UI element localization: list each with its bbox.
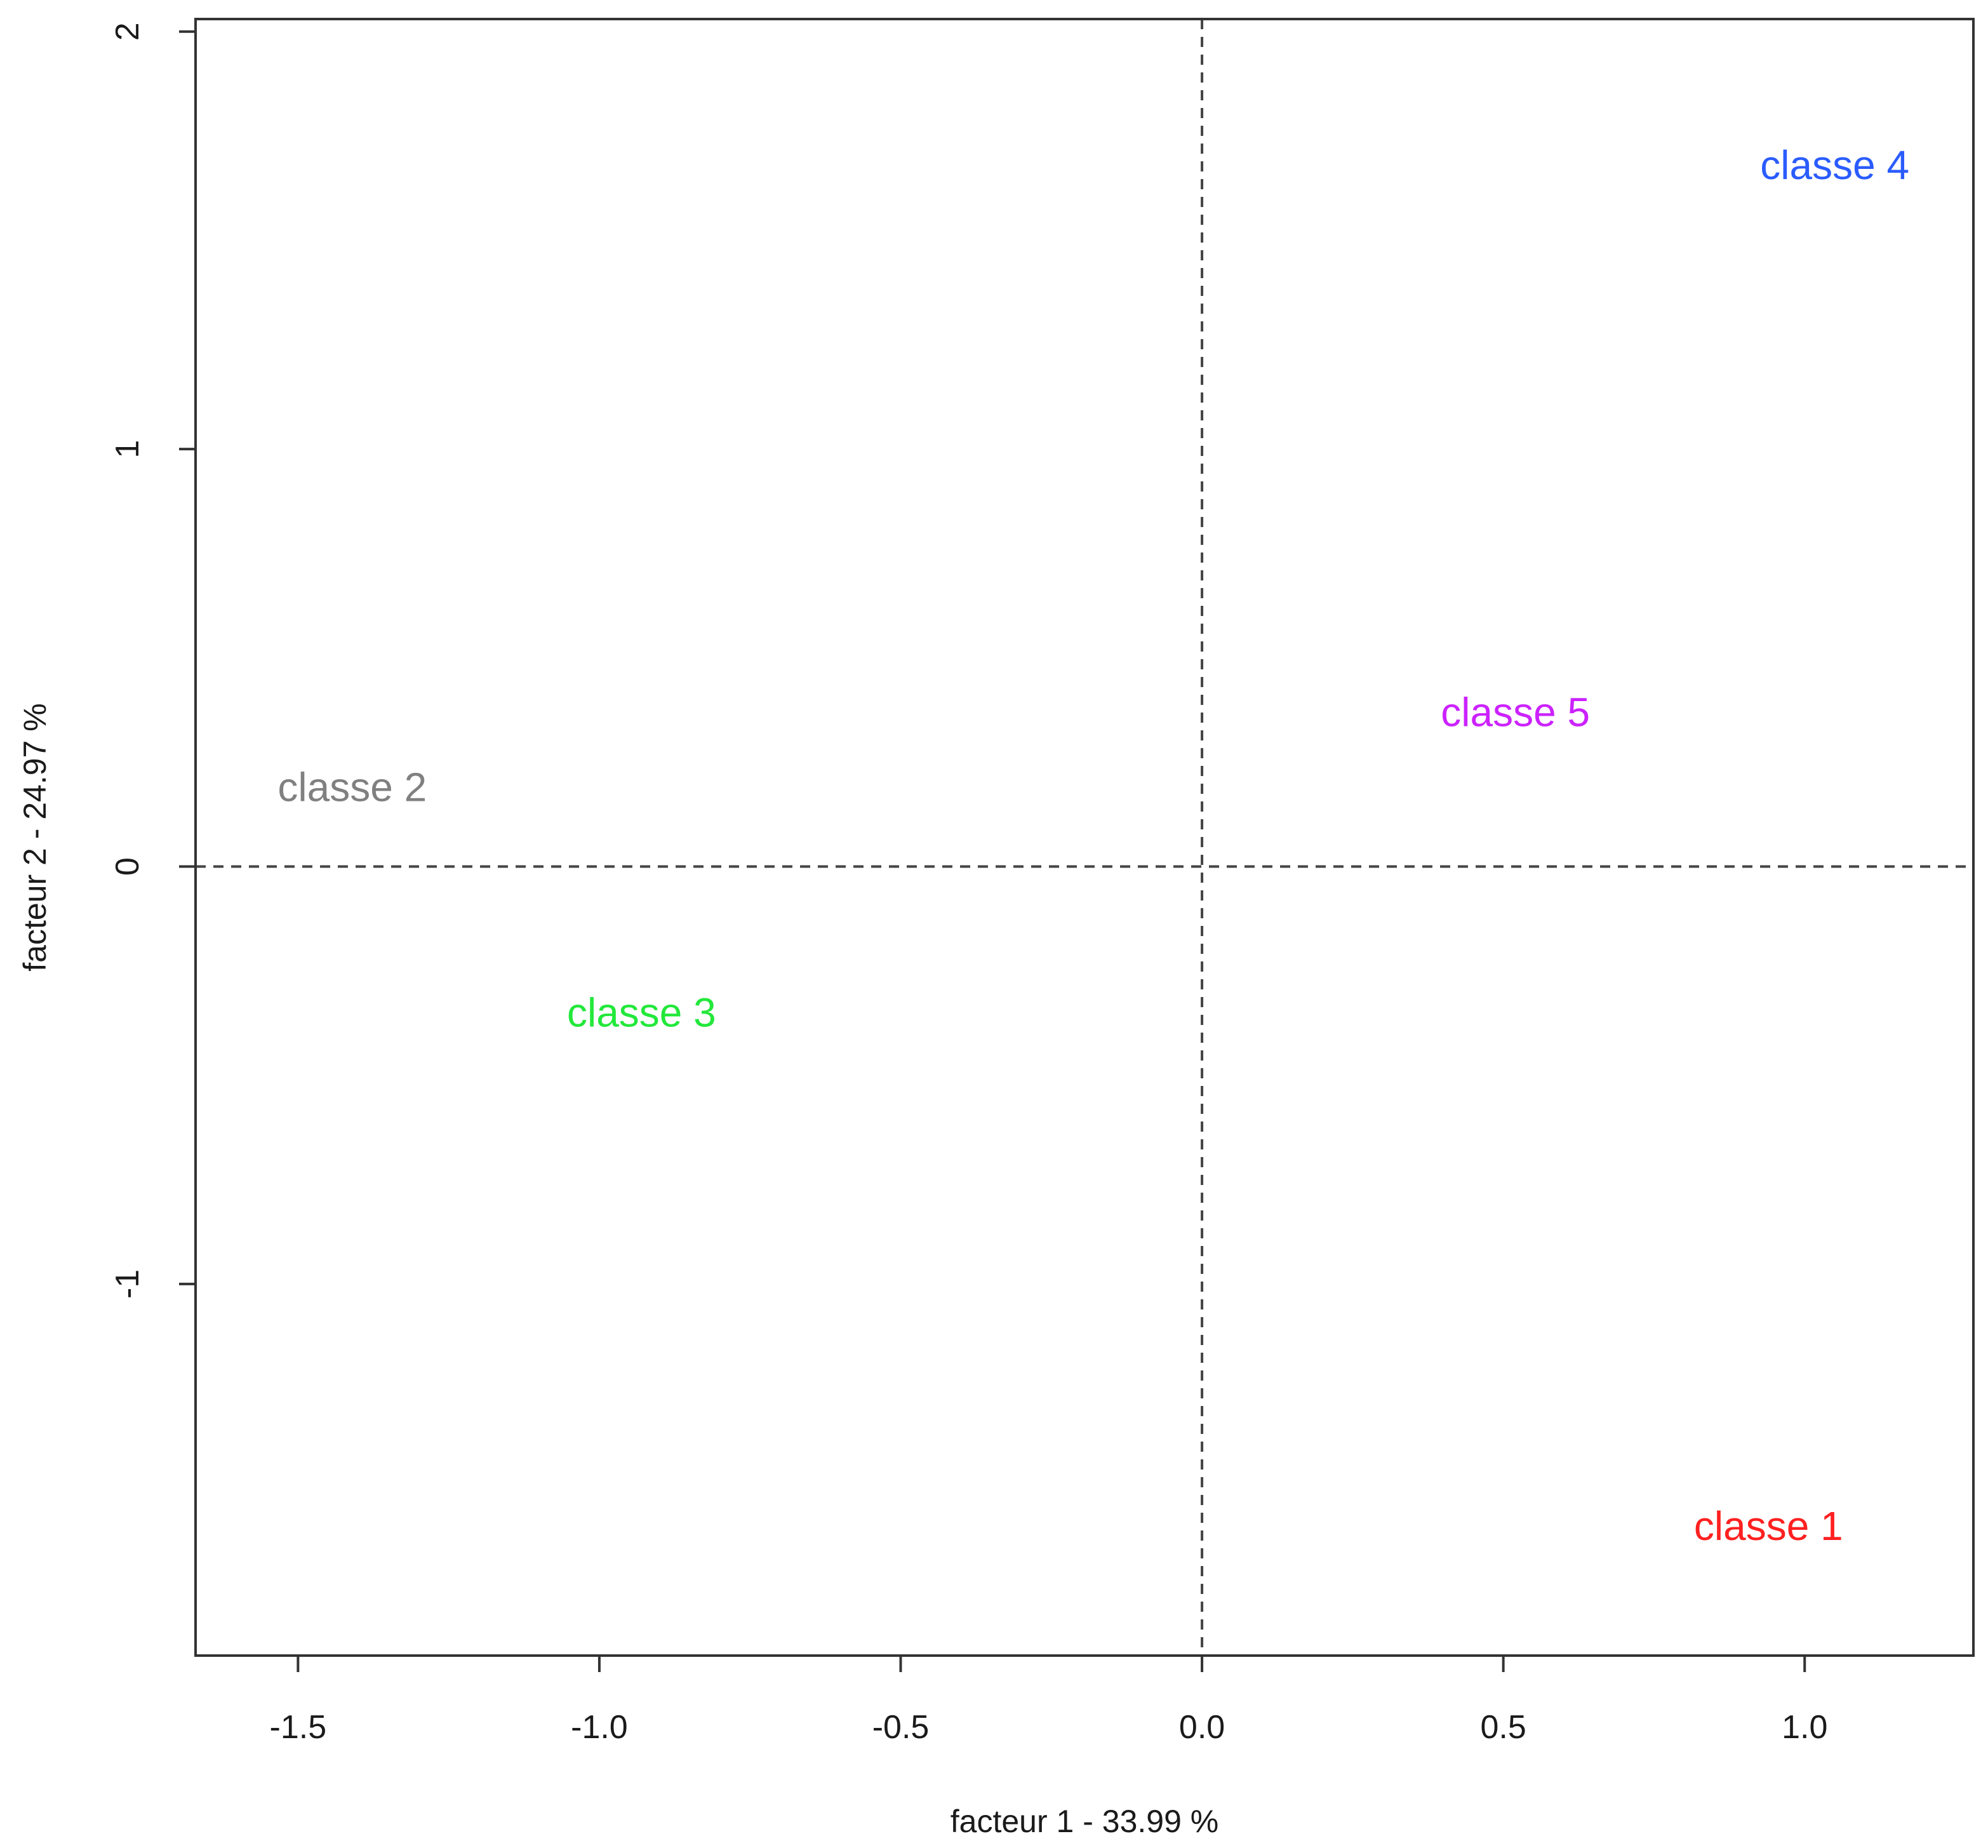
zero-reference-lines (196, 19, 1973, 1656)
x-tick-label: -1.5 (270, 1709, 327, 1746)
x-tick-label: -1.0 (571, 1709, 628, 1746)
point-label: classe 3 (567, 990, 716, 1036)
plot-frame (194, 18, 1975, 1657)
x-tick-label: 0.0 (1179, 1709, 1225, 1746)
point-label: classe 4 (1760, 142, 1909, 188)
y-tick-label: -1 (109, 1269, 146, 1299)
x-tick-label: 0.5 (1481, 1709, 1526, 1746)
x-tick-label: 1.0 (1782, 1709, 1827, 1746)
y-axis-title: facteur 2 - 24.97 % (17, 703, 53, 971)
y-tick-label: 0 (109, 857, 146, 876)
point-labels: classe 1 classe 2 classe 3 classe 4 classe 5 (277, 142, 1909, 1549)
point-label: classe 5 (1441, 689, 1590, 735)
x-axis-title: facteur 1 - 33.99 % (951, 1804, 1218, 1839)
x-tick-label: -0.5 (872, 1709, 930, 1746)
y-tick-label: 1 (109, 440, 146, 459)
point-label: classe 2 (277, 765, 427, 810)
y-axis: -1 0 1 2 (109, 22, 196, 1299)
y-tick-label: 2 (109, 22, 146, 41)
point-label: classe 1 (1694, 1503, 1843, 1549)
x-axis: -1.5 -1.0 -0.5 0.0 0.5 1.0 (270, 1656, 1827, 1746)
